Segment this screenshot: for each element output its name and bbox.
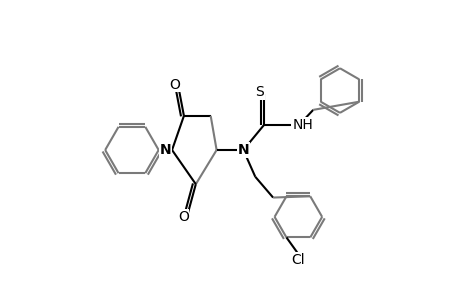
Text: S: S bbox=[255, 85, 263, 99]
Text: NH: NH bbox=[292, 118, 313, 132]
Text: O: O bbox=[168, 78, 179, 92]
Text: O: O bbox=[178, 210, 188, 224]
Text: Cl: Cl bbox=[291, 253, 304, 267]
Text: N: N bbox=[159, 143, 171, 157]
Text: N: N bbox=[237, 143, 249, 157]
